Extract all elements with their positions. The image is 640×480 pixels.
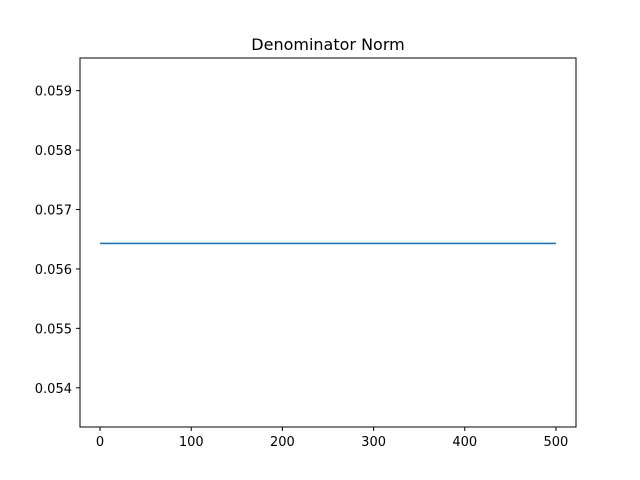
- x-tick-label: 100: [179, 435, 204, 450]
- x-tick-label: 0: [96, 435, 104, 450]
- y-tick-label: 0.058: [35, 144, 72, 159]
- y-axis: 0.054 0.055 0.056 0.057 0.058 0.059: [35, 85, 80, 397]
- x-tick-label: 500: [544, 435, 569, 450]
- y-tick-label: 0.055: [35, 322, 72, 337]
- y-tick-label: 0.056: [35, 263, 72, 278]
- x-tick-label: 300: [361, 435, 386, 450]
- x-axis: 0 100 200 300 400 500: [96, 427, 568, 450]
- y-tick-label: 0.059: [35, 85, 72, 100]
- x-tick-label: 400: [452, 435, 477, 450]
- chart-title: Denominator Norm: [251, 35, 404, 54]
- y-tick-label: 0.054: [35, 382, 72, 397]
- x-tick-label: 200: [270, 435, 295, 450]
- plot-frame: [79, 57, 577, 428]
- y-tick-label: 0.057: [35, 204, 72, 219]
